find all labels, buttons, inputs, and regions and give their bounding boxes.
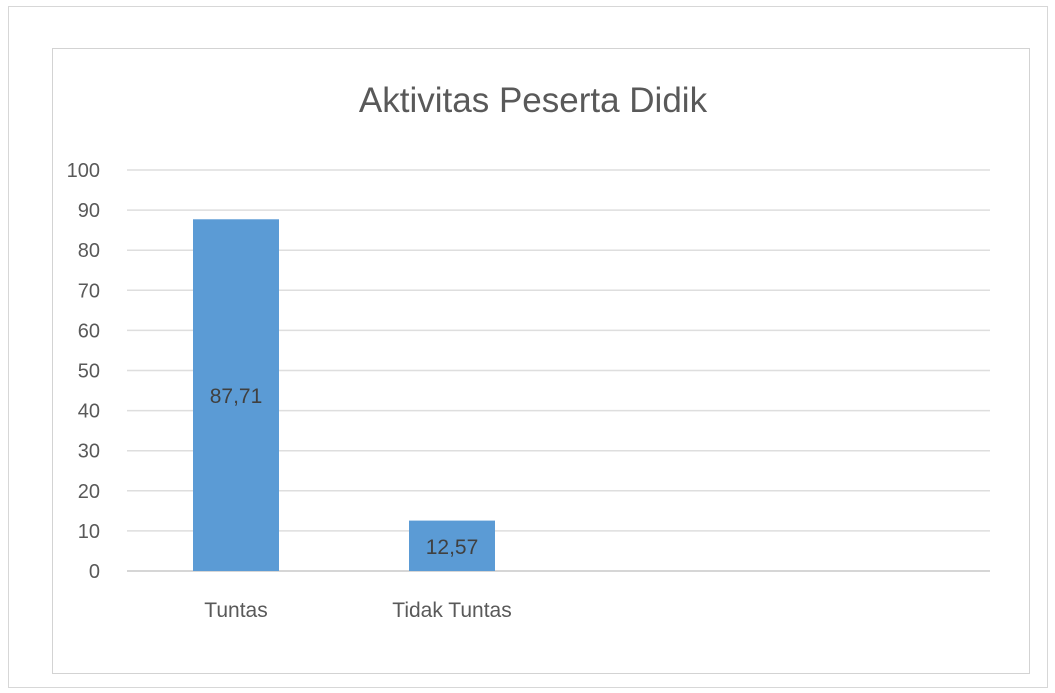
y-tick-label: 80	[78, 240, 100, 262]
y-axis-tick-labels: 0 10 20 30 40 50 60 70 80 90 100	[67, 160, 100, 583]
data-label: 87,71	[210, 385, 263, 408]
y-tick-label: 70	[78, 280, 100, 302]
data-labels: 87,71 12,57	[210, 385, 479, 559]
bar	[193, 219, 279, 571]
data-label: 12,57	[426, 536, 479, 559]
y-tick-label: 30	[78, 441, 100, 463]
x-axis-tick-labels: Tuntas Tidak Tuntas	[204, 599, 511, 622]
y-tick-label: 60	[78, 320, 100, 342]
y-tick-label: 50	[78, 361, 100, 383]
y-tick-label: 0	[89, 561, 100, 583]
y-tick-label: 90	[78, 200, 100, 222]
y-tick-label: 10	[78, 521, 100, 543]
x-tick-label: Tidak Tuntas	[392, 599, 511, 622]
bar	[409, 520, 495, 571]
chart-title: Aktivitas Peserta Didik	[359, 81, 708, 120]
y-tick-label: 100	[67, 160, 100, 182]
y-tick-label: 20	[78, 481, 100, 503]
y-tick-label: 40	[78, 401, 100, 423]
bars	[193, 219, 495, 571]
x-tick-label: Tuntas	[204, 599, 267, 622]
